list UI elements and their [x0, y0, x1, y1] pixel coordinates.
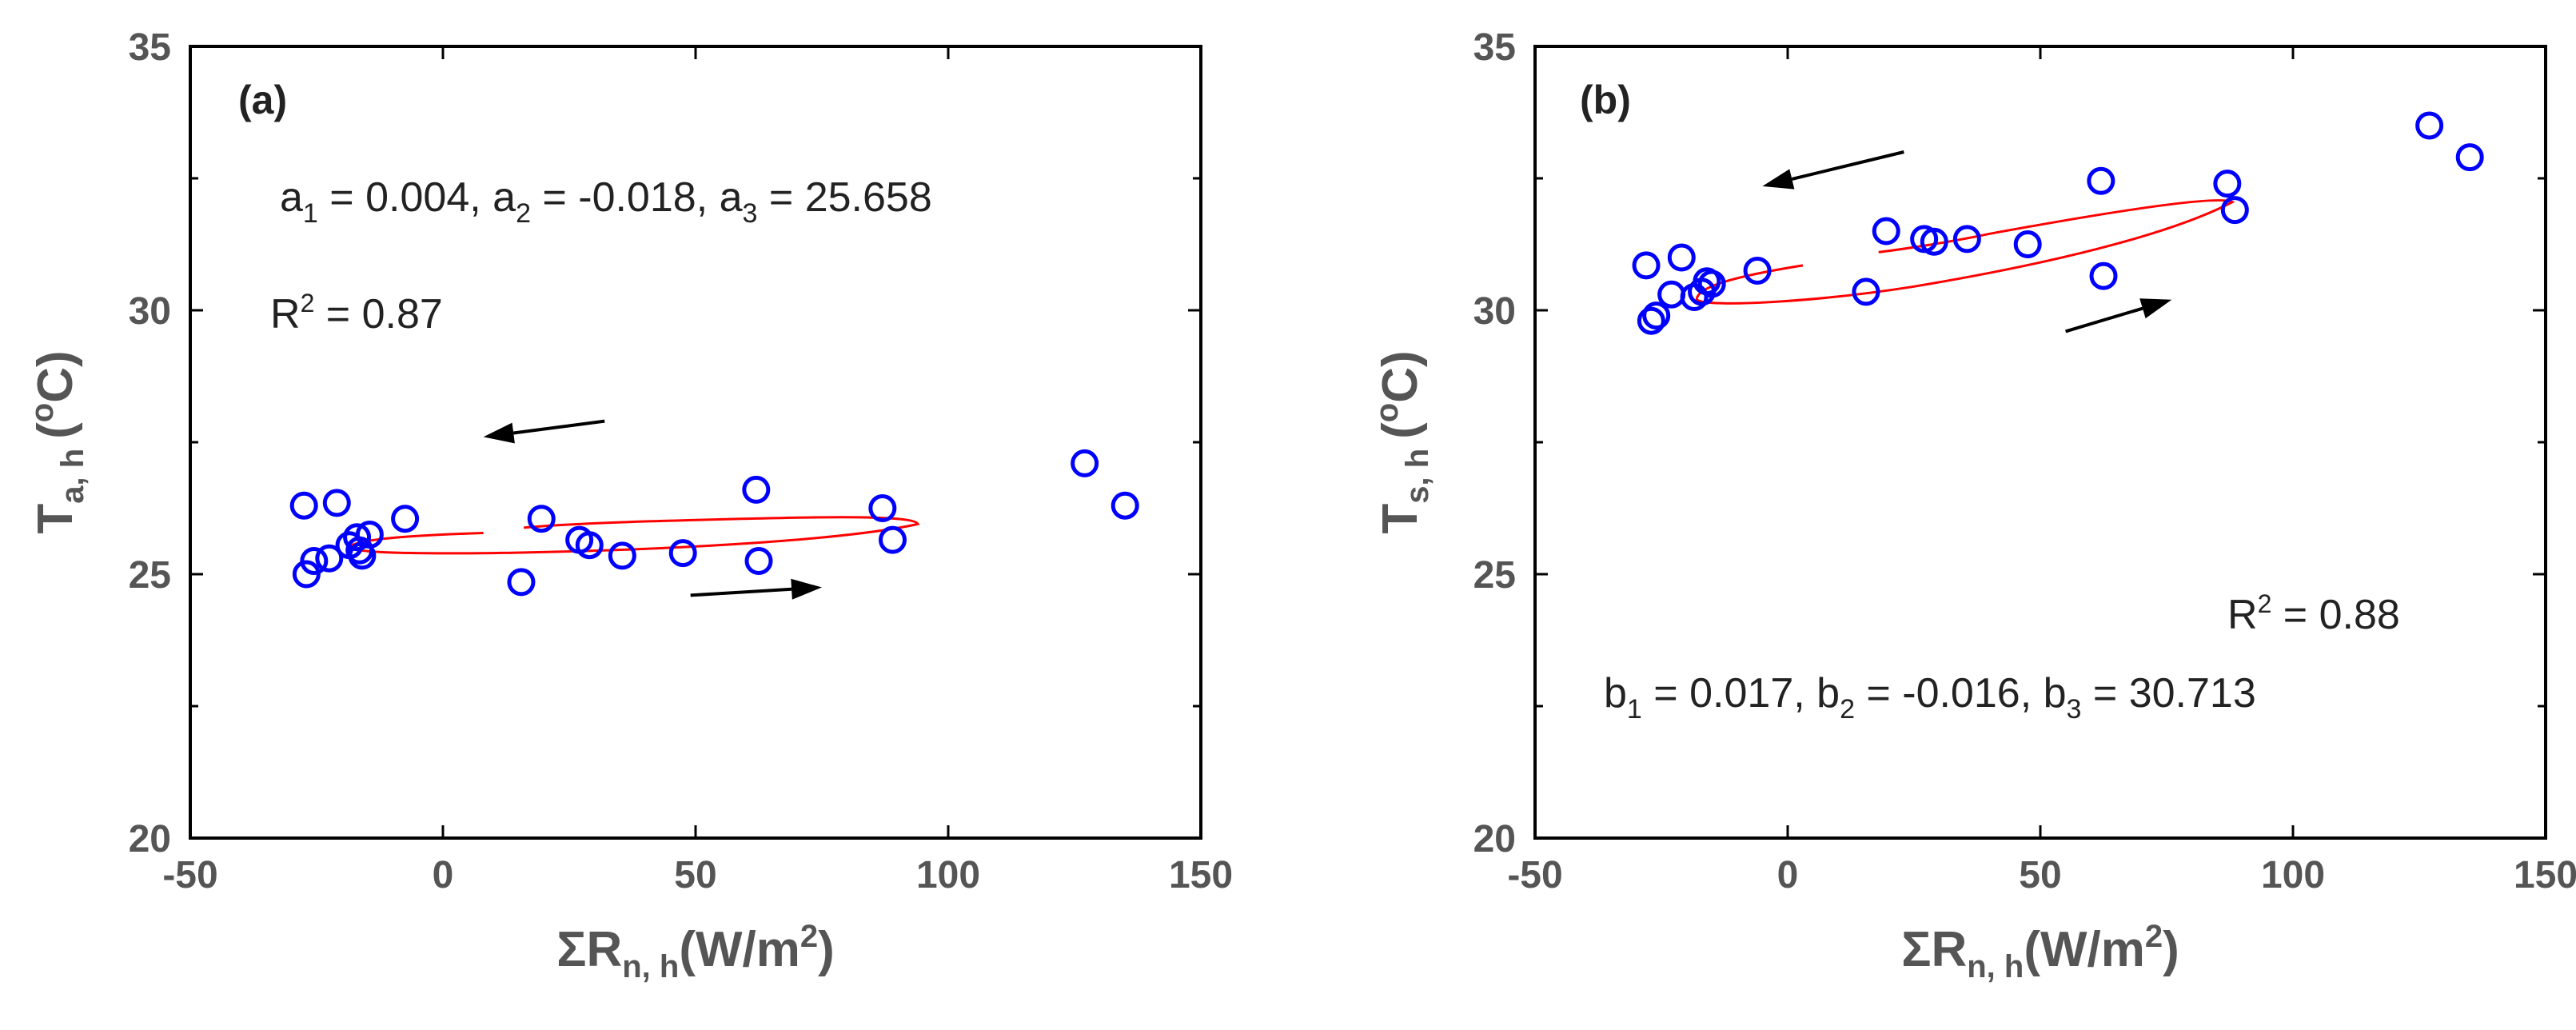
fitted-loop-curve: [1695, 199, 2235, 305]
data-point: [2220, 196, 2249, 225]
data-point: [355, 521, 384, 549]
data-point: [575, 531, 604, 560]
y-tick-label: 20: [1473, 818, 1516, 860]
arrow-head: [1762, 169, 1795, 190]
data-point: [868, 494, 897, 522]
arrow-shaft: [512, 419, 605, 435]
x-tick-label: 0: [1777, 854, 1799, 896]
data-point: [343, 523, 372, 552]
y-axis-label-a: Ta, h(oC): [25, 350, 90, 533]
y-tick-label: 35: [129, 26, 171, 69]
data-point: [608, 541, 636, 570]
data-point: [742, 475, 771, 504]
data-point: [315, 544, 344, 573]
data-point: [1111, 491, 1139, 520]
data-point: [289, 491, 318, 520]
data-point: [1637, 306, 1665, 335]
y-tick-label: 30: [129, 290, 171, 333]
y-ticks-a: 20 25 30 35: [129, 26, 1201, 860]
r2-text-b: R2 = 0.88: [2227, 589, 2400, 638]
data-point: [744, 547, 773, 575]
y-tick-label: 25: [129, 554, 171, 597]
x-tick-label: 150: [1169, 854, 1233, 896]
data-point: [2087, 166, 2115, 195]
arrow-shaft: [2065, 306, 2143, 333]
data-points-a: [289, 449, 1139, 597]
y-tick-label: 25: [1473, 554, 1516, 597]
x-axis-label-a: ΣRn, h(W/m2): [556, 919, 835, 984]
data-point: [2013, 230, 2042, 258]
x-tick-label: 150: [2514, 854, 2576, 896]
data-point: [2213, 170, 2242, 198]
y-tick-label: 20: [129, 818, 171, 860]
arrow-head: [2139, 298, 2172, 319]
arrow-head: [791, 578, 822, 600]
fitted-loop-curve: [349, 516, 920, 555]
y-axis-label-b: Ts, h(oC): [1370, 350, 1435, 533]
data-point: [1642, 301, 1671, 330]
arrow-head: [483, 422, 515, 444]
arrow-shaft: [1791, 150, 1904, 181]
x-tick-label: 50: [674, 854, 716, 896]
data-point: [878, 525, 907, 554]
arrow-shaft: [690, 587, 792, 597]
data-points-b: [1632, 111, 2484, 335]
plot-frame-a: [189, 45, 1202, 840]
data-point: [2455, 143, 2484, 172]
data-point: [668, 539, 697, 568]
x-tick-label: 100: [2261, 854, 2325, 896]
y-tick-label: 35: [1473, 26, 1516, 69]
x-tick-label: -50: [1507, 854, 1562, 896]
x-tick-label: 0: [433, 854, 454, 896]
loop-curve-a: [349, 516, 920, 555]
x-ticks-a: -50 0 50 100 150: [162, 46, 1233, 896]
data-point: [2415, 111, 2444, 140]
loop-curve-b: [1695, 199, 2235, 305]
data-point: [1743, 257, 1772, 285]
direction-arrows-a: [483, 419, 822, 600]
data-point: [1632, 251, 1661, 280]
data-point: [1657, 280, 1686, 309]
direction-arrows-b: [1762, 150, 2172, 333]
panel-label-a: (a): [238, 78, 287, 122]
x-axis-label-b: ΣRn, h(W/m2): [1901, 919, 2179, 984]
plot-frame-b: [1533, 45, 2547, 840]
coef-text-a: a1 = 0.004, a2 = -0.018, a3 = 25.658: [280, 174, 932, 229]
data-point: [507, 568, 536, 597]
data-point: [322, 489, 351, 517]
data-point: [1952, 225, 1981, 254]
x-ticks-b: -50 0 50 100 150: [1507, 46, 2576, 896]
data-point: [527, 505, 556, 533]
data-point: [300, 547, 329, 575]
data-point: [1667, 243, 1696, 272]
y-ticks-b: 20 25 30 35: [1473, 26, 2546, 860]
panel-b: -50 0 50 100 150 20 25 30 35 (b) R2 = 0.88 b1 =…: [1370, 26, 2576, 984]
data-point: [1852, 277, 1880, 306]
data-point: [2089, 261, 2118, 290]
x-tick-label: -50: [162, 854, 217, 896]
data-point: [1872, 217, 1900, 246]
r2-text-a: R2 = 0.87: [270, 289, 443, 337]
x-tick-label: 100: [916, 854, 980, 896]
panel-a: -50 0 50 100 150 20 25 30 35 (a) a1 = 0.004, a2…: [25, 26, 1233, 984]
panel-label-b: (b): [1580, 78, 1631, 122]
y-tick-label: 30: [1473, 290, 1516, 333]
data-point: [391, 505, 420, 533]
x-tick-label: 50: [2019, 854, 2061, 896]
data-point: [1071, 449, 1099, 477]
coef-text-b: b1 = 0.017, b2 = -0.016, b3 = 30.713: [1604, 670, 2256, 725]
data-point: [1920, 227, 1948, 256]
data-point: [1697, 269, 1726, 298]
